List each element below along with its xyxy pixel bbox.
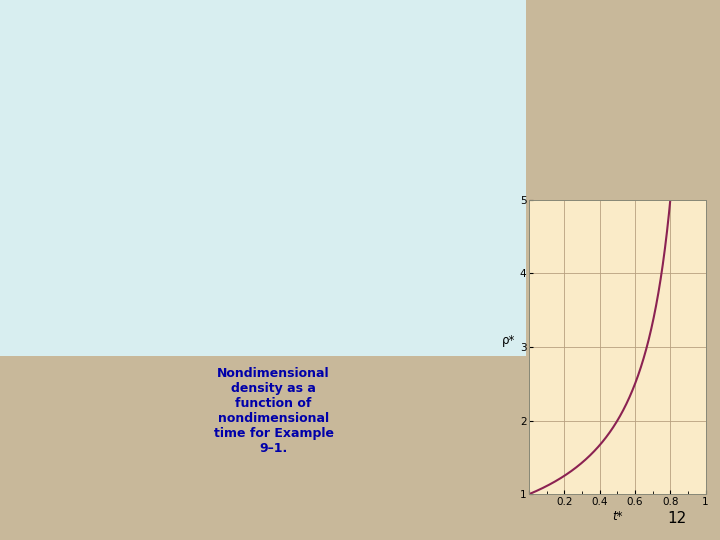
Y-axis label: ρ*: ρ* <box>502 334 516 347</box>
Text: 12: 12 <box>667 511 686 526</box>
X-axis label: t*: t* <box>612 510 623 523</box>
Text: Nondimensional
density as a
function of
nondimensional
time for Example
9–1.: Nondimensional density as a function of … <box>214 367 333 455</box>
